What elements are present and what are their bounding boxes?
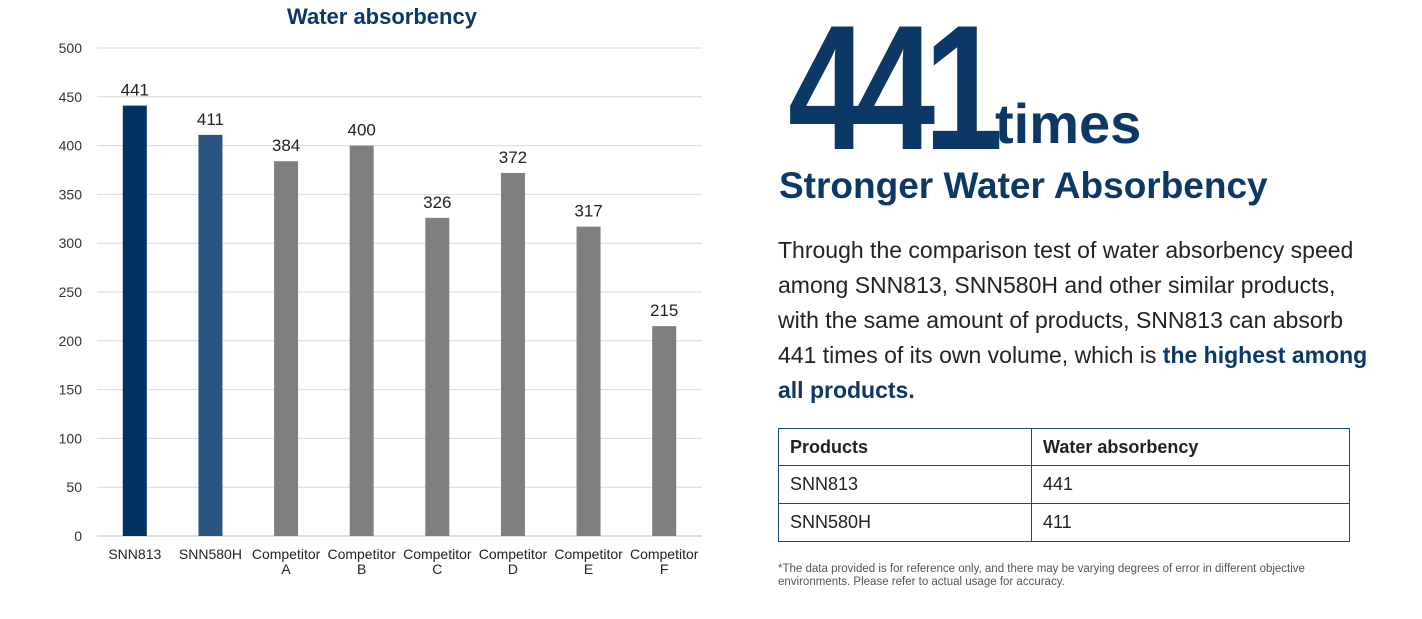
data-labels: 441 411 384 400 326 372 317 215	[121, 81, 679, 321]
table-cell-value: 441	[1031, 465, 1350, 504]
y-tick-label: 250	[59, 284, 83, 300]
headline: Stronger Water Absorbency	[779, 165, 1268, 206]
x-tick-label-line: Competitor	[403, 546, 472, 562]
x-tick-label-line: SNN813	[108, 546, 161, 562]
y-tick-label: 300	[59, 235, 83, 251]
footnote: *The data provided is for reference only…	[778, 563, 1305, 588]
data-label: 326	[423, 193, 451, 212]
x-tick-label-line: B	[357, 561, 366, 577]
x-tick-label: Competitor C	[403, 546, 472, 577]
bar-competitor-e	[576, 226, 601, 536]
data-label: 317	[574, 202, 602, 221]
table-header-products: Products	[778, 428, 1032, 466]
table-row: SNN813 441	[778, 465, 1350, 504]
x-tick-label: Competitor D	[479, 546, 548, 577]
y-tick-label: 100	[59, 430, 83, 446]
hero-figure: 441 times	[788, 0, 1141, 187]
description-emphasis: the highest among all products.	[778, 342, 1368, 403]
bar-competitor-c	[425, 217, 450, 536]
table-row: SNN580H 411	[778, 503, 1350, 542]
x-tick-label-line: Competitor	[479, 546, 548, 562]
bar-snn813	[122, 105, 147, 537]
x-tick-label-line: F	[660, 561, 669, 577]
bar-snn580h	[198, 134, 223, 536]
x-tick-label: SNN813	[108, 546, 161, 562]
bar-competitor-d	[500, 172, 525, 537]
bar-competitor-f	[652, 326, 677, 536]
chart-gridlines	[97, 47, 702, 537]
bar-competitor-a	[274, 161, 299, 536]
chart-title: Water absorbency	[287, 4, 478, 29]
x-tick-label: Competitor E	[554, 546, 623, 577]
x-tick-label-line: E	[584, 561, 593, 577]
x-tick-label-line: A	[281, 561, 291, 577]
data-label: 441	[121, 81, 149, 100]
comparison-table: Products Water absorbency SNN813 441 SNN…	[778, 428, 1350, 542]
data-label: 400	[348, 121, 376, 140]
x-tick-label-line: Competitor	[554, 546, 623, 562]
x-tick-label-line: Competitor	[630, 546, 699, 562]
description-text: Through the comparison test of water abs…	[778, 237, 1354, 368]
description: Through the comparison test of water abs…	[778, 233, 1378, 408]
bar-competitor-b	[349, 145, 374, 536]
y-tick-label: 0	[74, 528, 82, 544]
y-tick-label: 350	[59, 186, 83, 202]
y-tick-label: 500	[59, 40, 83, 56]
data-label: 411	[197, 110, 224, 129]
x-tick-label-line: C	[432, 561, 442, 577]
x-tick-label-line: D	[508, 561, 518, 577]
x-tick-label: Competitor F	[630, 546, 699, 577]
y-tick-label: 450	[59, 89, 83, 105]
y-tick-label: 200	[59, 333, 83, 349]
table-cell-product: SNN813	[778, 465, 1032, 504]
y-tick-label: 400	[59, 138, 83, 154]
y-tick-label: 150	[59, 382, 83, 398]
y-axis: 0 50 100 150 200 250 300 350 400 450 500	[59, 40, 83, 544]
hero-number: 441	[788, 0, 1003, 187]
x-tick-label: Competitor B	[327, 546, 396, 577]
table-header-row: Products Water absorbency	[778, 428, 1350, 466]
data-label: 372	[499, 148, 527, 167]
hero-unit: times	[995, 92, 1142, 155]
table-cell-value: 411	[1031, 503, 1350, 542]
x-tick-label: SNN580H	[179, 546, 242, 562]
data-label: 215	[650, 301, 678, 320]
chart-bars	[122, 105, 677, 537]
y-tick-label: 50	[66, 479, 82, 495]
water-absorbency-chart: Water absorbency 0 50 100 150 200 250 300 350 40…	[59, 4, 702, 577]
table-cell-product: SNN580H	[778, 503, 1032, 542]
data-label: 384	[272, 136, 300, 155]
x-tick-label-line: SNN580H	[179, 546, 242, 562]
x-tick-label-line: Competitor	[252, 546, 321, 562]
table-header-water-absorbency: Water absorbency	[1031, 428, 1350, 466]
x-tick-label: Competitor A	[252, 546, 321, 577]
x-tick-label-line: Competitor	[327, 546, 396, 562]
